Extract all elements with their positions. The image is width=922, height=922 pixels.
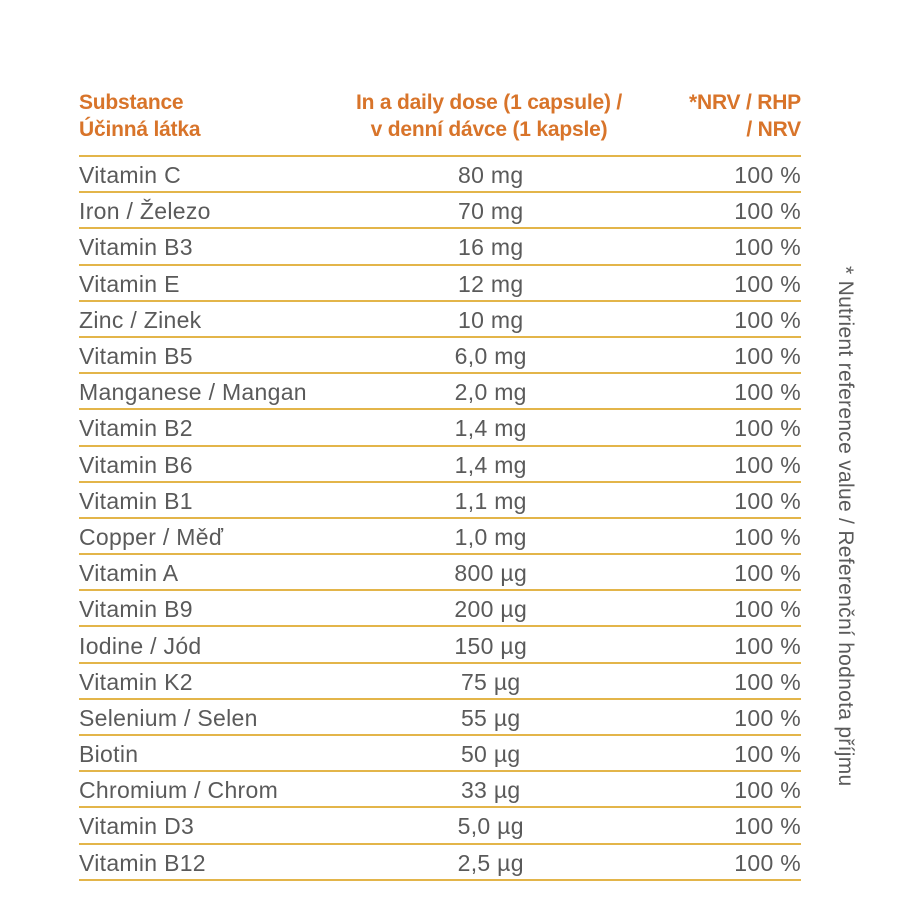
table-row: Vitamin B12 2,5 µg 100 % [79, 845, 801, 881]
dose-cell: 200 µg [454, 596, 528, 623]
substance-cell: Vitamin B5 [79, 343, 193, 370]
substance-cell: Vitamin B3 [79, 234, 193, 261]
dose-cell: 80 mg [458, 162, 524, 189]
table-row: Vitamin C 80 mg 100 % [79, 157, 801, 194]
table-row: Iodine / Jód 150 µg 100 % [79, 627, 801, 664]
table-body: Vitamin C 80 mg 100 % Iron / Železo 70 mg 100… [79, 157, 801, 881]
substance-cell: Iron / Železo [79, 198, 211, 225]
dose-cell: 1,0 mg [454, 523, 527, 550]
substance-cell: Vitamin E [79, 270, 180, 297]
dose-cell: 55 µg [460, 704, 521, 731]
table-row: Iron / Železo 70 mg 100 % [79, 193, 801, 230]
nrv-cell: 100 % [734, 306, 801, 333]
nrv-cell: 100 % [734, 632, 801, 659]
table-row: Vitamin B3 16 mg 100 % [79, 229, 801, 266]
header-substance-cz: Účinná látka [79, 118, 201, 141]
table-row: Biotin 50 µg 100 % [79, 736, 801, 773]
substance-cell: Vitamin B9 [79, 596, 193, 623]
header-daily-dose: In a daily dose (1 capsule) / v denní dá… [329, 89, 649, 143]
table-row: Vitamin B5 6,0 mg 100 % [79, 338, 801, 375]
nrv-cell: 100 % [734, 560, 801, 587]
dose-cell: 150 µg [454, 632, 528, 659]
nrv-cell: 100 % [734, 198, 801, 225]
nrv-cell: 100 % [734, 451, 801, 478]
table-row: Manganese / Mangan 2,0 mg 100 % [79, 374, 801, 411]
substance-cell: Vitamin D3 [79, 813, 195, 840]
substance-cell: Biotin [79, 741, 139, 768]
substance-cell: Selenium / Selen [79, 704, 258, 731]
dose-cell: 16 mg [458, 234, 524, 261]
substance-cell: Vitamin B1 [79, 487, 193, 514]
table-row: Zinc / Zinek 10 mg 100 % [79, 302, 801, 338]
table-row: Vitamin B9 200 µg 100 % [79, 591, 801, 628]
header-dose-en: In a daily dose (1 capsule) / [355, 91, 623, 114]
dose-cell: 2,5 µg [457, 849, 524, 876]
substance-cell: Vitamin C [79, 162, 181, 189]
substance-cell: Copper / Měď [79, 523, 224, 550]
nrv-cell: 100 % [734, 343, 801, 370]
nrv-cell: 100 % [734, 379, 801, 406]
nrv-cell: 100 % [734, 704, 801, 731]
header-nrv: *NRV / RHP / NRV [649, 89, 801, 143]
nrv-cell: 100 % [734, 777, 801, 804]
nrv-cell: 100 % [734, 596, 801, 623]
dose-cell: 2,0 mg [454, 379, 527, 406]
header-nrv-line1: *NRV / RHP [689, 91, 801, 114]
table-header: Substance Účinná látka In a daily dose (… [79, 89, 801, 157]
dose-cell: 33 µg [460, 777, 521, 804]
dose-cell: 1,4 mg [454, 415, 527, 442]
substance-cell: Vitamin B12 [79, 849, 206, 876]
header-dose-cz: v denní dávce (1 kapsle) [370, 118, 608, 141]
table-row: Vitamin B2 1,4 mg 100 % [79, 410, 801, 447]
substance-cell: Vitamin A [79, 560, 179, 587]
nrv-cell: 100 % [734, 741, 801, 768]
dose-cell: 5,0 µg [457, 813, 524, 840]
nrv-cell: 100 % [734, 813, 801, 840]
nrv-cell: 100 % [734, 234, 801, 261]
table-row: Vitamin B6 1,4 mg 100 % [79, 447, 801, 483]
table-row: Vitamin K2 75 µg 100 % [79, 664, 801, 700]
header-substance-en: Substance [79, 91, 184, 114]
dose-cell: 75 µg [460, 668, 521, 695]
nrv-cell: 100 % [734, 487, 801, 514]
nrv-cell: 100 % [734, 162, 801, 189]
substance-cell: Chromium / Chrom [79, 777, 279, 804]
substance-cell: Zinc / Zinek [79, 306, 202, 333]
substance-cell: Vitamin K2 [79, 668, 193, 695]
dose-cell: 70 mg [458, 198, 524, 225]
nrv-cell: 100 % [734, 523, 801, 550]
dose-cell: 12 mg [458, 270, 524, 297]
dose-cell: 6,0 mg [454, 343, 527, 370]
nrv-cell: 100 % [734, 415, 801, 442]
dose-cell: 800 µg [454, 560, 528, 587]
table-row: Chromium / Chrom 33 µg 100 % [79, 772, 801, 809]
dose-cell: 1,1 mg [454, 487, 527, 514]
substance-cell: Vitamin B2 [79, 415, 193, 442]
table-row: Vitamin E 12 mg 100 % [79, 266, 801, 302]
footnote-nrv: * Nutrient reference value / Referenční … [834, 266, 857, 787]
dose-cell: 50 µg [460, 741, 521, 768]
substance-cell: Iodine / Jód [79, 632, 202, 659]
table-row: Vitamin A 800 µg 100 % [79, 555, 801, 592]
substance-cell: Manganese / Mangan [79, 379, 307, 406]
dose-cell: 10 mg [458, 306, 524, 333]
table-row: Copper / Měď 1,0 mg 100 % [79, 519, 801, 556]
table-row: Selenium / Selen 55 µg 100 % [79, 700, 801, 736]
dose-cell: 1,4 mg [454, 451, 527, 478]
table-row: Vitamin B1 1,1 mg 100 % [79, 483, 801, 519]
nrv-cell: 100 % [734, 849, 801, 876]
nrv-cell: 100 % [734, 270, 801, 297]
nutrition-table: Substance Účinná látka In a daily dose (… [79, 89, 801, 881]
table-row: Vitamin D3 5,0 µg 100 % [79, 808, 801, 845]
header-nrv-line2: / NRV [746, 118, 801, 141]
substance-cell: Vitamin B6 [79, 451, 193, 478]
header-substance: Substance Účinná látka [79, 89, 329, 143]
nrv-cell: 100 % [734, 668, 801, 695]
